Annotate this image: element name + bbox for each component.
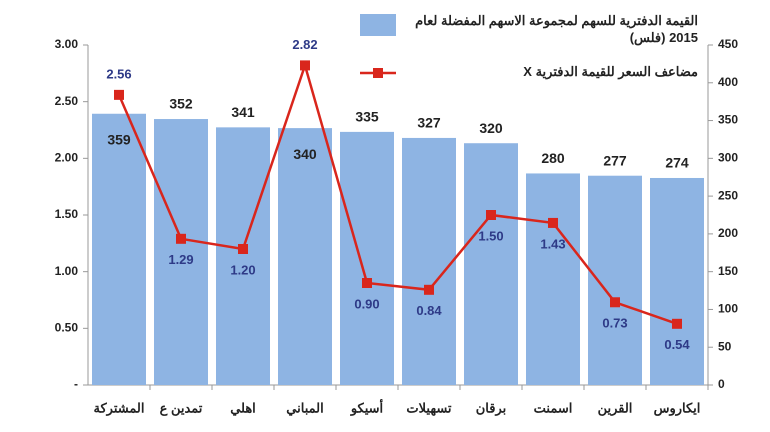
y-tick-label: 2.00: [55, 151, 79, 165]
legend-line-marker: [373, 68, 383, 78]
y2-tick-label: 150: [718, 264, 738, 278]
legend-bar-swatch: [360, 14, 396, 36]
x-tick-label: برقان: [476, 400, 507, 416]
legend-line-label: مضاعف السعر للقيمة الدفترية X: [523, 64, 698, 79]
y2-tick-label: 350: [718, 113, 738, 127]
line-value-label: 1.43: [540, 236, 565, 251]
y-tick-label: 3.00: [55, 37, 79, 51]
y2-tick-label: 100: [718, 302, 738, 316]
bar: [526, 173, 580, 385]
y-tick-label: 2.50: [55, 94, 79, 108]
x-tick-label: اهلي: [230, 400, 256, 416]
x-tick-label: القرين: [598, 400, 633, 416]
line-value-label: 2.56: [106, 66, 131, 81]
y2-tick-label: 0: [718, 377, 725, 391]
line-value-label: 1.50: [478, 228, 503, 243]
line-marker: [362, 278, 372, 288]
y-tick-label: 1.50: [55, 207, 79, 221]
x-tick-label: تسهيلات: [406, 400, 452, 416]
line-value-label: 0.54: [664, 337, 690, 352]
y-tick-label: 0.50: [55, 321, 79, 335]
bar-value-label: 327: [417, 115, 441, 131]
bar-value-label: 320: [479, 120, 503, 136]
bar: [154, 119, 208, 386]
line-marker: [424, 284, 434, 295]
x-tick-label: أسيكو: [350, 399, 384, 416]
line-marker: [672, 318, 682, 329]
bar: [464, 143, 518, 385]
line-value-label: 0.73: [602, 316, 627, 331]
x-tick-label: اسمنت: [534, 400, 573, 415]
bar: [278, 128, 332, 385]
y2-tick-label: 50: [718, 339, 732, 353]
line-marker: [300, 60, 310, 71]
line-marker: [176, 233, 186, 244]
y2-tick-label: 450: [718, 37, 738, 51]
y2-tick-label: 400: [718, 75, 738, 89]
bar: [92, 113, 146, 385]
line-marker: [114, 89, 124, 100]
line-value-label: 1.20: [230, 262, 255, 277]
bar-value-label: 277: [603, 152, 627, 168]
line-value-label: 1.29: [168, 252, 193, 267]
bar: [216, 127, 270, 385]
bar: [340, 131, 394, 385]
bar-value-label: 335: [355, 109, 379, 125]
y2-tick-label: 250: [718, 188, 738, 202]
y-tick-label: -: [74, 377, 78, 391]
line-marker: [486, 210, 496, 220]
bar-value-label: 340: [293, 146, 317, 162]
line-marker: [238, 244, 248, 254]
bar: [588, 175, 642, 385]
x-tick-label: المشتركة: [94, 400, 145, 416]
line-value-label: 2.82: [292, 37, 317, 52]
bar-value-label: 352: [169, 96, 193, 112]
line-marker: [610, 297, 620, 308]
bar: [650, 177, 704, 385]
line-value-label: 0.84: [416, 303, 442, 318]
y2-tick-label: 300: [718, 151, 738, 165]
bar-value-label: 280: [541, 150, 565, 166]
line-marker: [548, 217, 558, 228]
bar-value-label: 341: [231, 104, 255, 120]
bar-value-label: 359: [107, 131, 131, 147]
bar-value-label: 274: [665, 155, 689, 171]
legend-bar-label: القيمة الدفترية للسهم لمجموعة الاسهم الم…: [415, 13, 698, 45]
y2-tick-label: 200: [718, 226, 738, 240]
line: [117, 61, 678, 325]
line-value-label: 0.90: [354, 296, 379, 311]
x-tick-label: تمدين ع: [160, 400, 203, 416]
x-tick-label: المباني: [286, 400, 323, 416]
x-tick-label: ايكاروس: [654, 400, 701, 416]
bar: [402, 137, 456, 385]
y-tick-label: 1.00: [55, 264, 79, 278]
